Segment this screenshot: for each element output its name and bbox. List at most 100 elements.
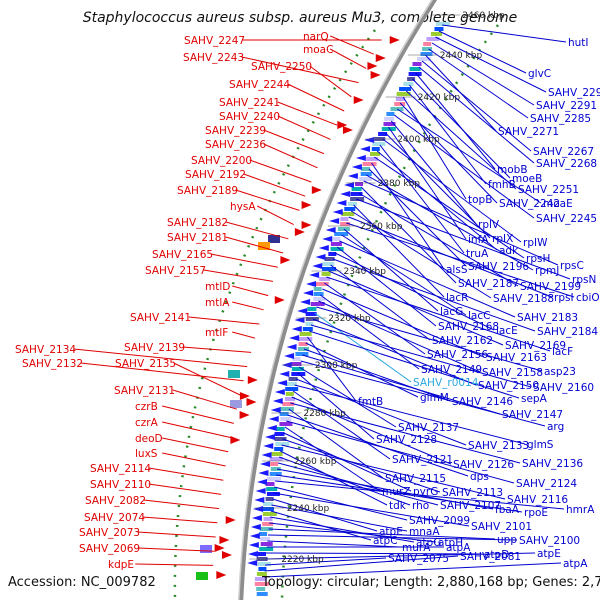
- right-gene-label: fbaA: [495, 504, 520, 516]
- left-connector-line: [263, 129, 325, 155]
- left-gene-label: SAHV_2182: [167, 217, 228, 229]
- left-connector-line: [148, 467, 224, 481]
- right-gene-label: SAHV_2188: [493, 293, 554, 305]
- right-connector-line: [294, 384, 526, 445]
- gene-block: [266, 487, 278, 491]
- right-gene-label: SAHV_2158: [482, 367, 543, 379]
- left-gene-label: kdpE: [108, 559, 134, 571]
- feature-patch: [196, 572, 208, 580]
- right-gene-label: atpG: [416, 537, 441, 549]
- gene-block: [422, 47, 432, 51]
- reverse-gene-arrow: [322, 236, 333, 242]
- right-gene-label: upp: [497, 534, 517, 546]
- gene-block: [275, 442, 290, 446]
- left-connector-line: [210, 253, 278, 268]
- right-connector-line: [265, 552, 536, 560]
- right-connector-line: [274, 486, 408, 521]
- right-connector-line: [268, 528, 496, 540]
- right-connector-line: [339, 240, 516, 318]
- right-gene-labels: hutIglvCSAHV_2295SAHV_2291SAHV_2285SAHV_…: [358, 37, 600, 570]
- gene-block: [341, 212, 355, 216]
- right-connector-line: [283, 432, 412, 492]
- reverse-gene-arrow: [355, 155, 366, 161]
- right-gene-label: SAHV_2100: [519, 535, 580, 547]
- reverse-gene-arrow: [297, 308, 308, 314]
- reverse-gene-arrow: [315, 254, 326, 260]
- left-gene-label: SAHV_2141: [130, 312, 191, 324]
- right-connector-line: [374, 156, 525, 259]
- genome-backbone: [238, 0, 438, 600]
- right-gene-label: SAHV_2163: [486, 352, 547, 364]
- right-gene-label: SAHV_2075: [388, 553, 449, 565]
- right-connector-line: [297, 372, 375, 440]
- right-connector-line: [341, 234, 467, 316]
- right-gene-label: rpIX: [492, 233, 513, 245]
- gene-feature-band: [247, 22, 450, 596]
- gene-block: [299, 332, 312, 336]
- forward-strand-features: [196, 36, 400, 580]
- right-gene-label: SAHV_2121: [392, 454, 453, 466]
- gene-block: [274, 447, 284, 451]
- left-connector-line: [137, 547, 215, 552]
- forward-gene-arrow: [230, 436, 241, 444]
- gene-block: [285, 382, 297, 386]
- topology-text: Topology: circular; Length: 2,880,168 bp…: [261, 575, 600, 590]
- right-connector-line: [346, 222, 575, 298]
- right-connectors: [264, 24, 575, 578]
- left-gene-label: mtlF: [205, 327, 228, 339]
- gene-block: [265, 497, 274, 501]
- gene-block: [256, 592, 268, 596]
- right-gene-label: SAHV_2133: [468, 440, 529, 452]
- right-connector-line: [368, 168, 467, 267]
- gene-block: [257, 562, 271, 566]
- reverse-gene-arrow: [266, 425, 277, 431]
- forward-gene-arrow: [225, 516, 236, 524]
- right-connector-line: [324, 282, 426, 355]
- gene-block: [267, 477, 282, 481]
- reverse-gene-arrow: [248, 551, 259, 557]
- gene-block: [298, 342, 308, 346]
- left-gene-label: SAHV_2241: [219, 97, 280, 109]
- left-gene-label: SAHV_2189: [177, 185, 238, 197]
- gene-block: [420, 52, 433, 56]
- forward-gene-arrow: [375, 54, 386, 62]
- gene-block: [344, 207, 356, 211]
- reverse-gene-arrow: [279, 371, 290, 377]
- left-connector-line: [182, 346, 252, 353]
- left-connectors: [73, 35, 382, 566]
- gene-block: [260, 537, 271, 541]
- gene-block: [390, 107, 404, 111]
- gene-block: [274, 437, 287, 441]
- left-gene-label: SAHV_2181: [167, 232, 228, 244]
- gene-block: [262, 522, 274, 526]
- tick-label: 2260 kbp: [294, 457, 337, 467]
- position-ticks: 2460 kbp 2440 kbp 2420 kbp 2400 kbp 2380 kbp…: [249, 11, 505, 565]
- forward-gene-arrow: [342, 126, 353, 134]
- reverse-gene-arrow: [291, 326, 302, 332]
- right-connector-line: [264, 555, 459, 572]
- right-gene-label: SAHV_2113: [442, 487, 503, 499]
- right-connector-line: [409, 84, 487, 185]
- gene-block: [355, 182, 363, 186]
- left-connector-line: [235, 189, 300, 211]
- right-gene-label: SAHV_2126: [453, 459, 514, 471]
- left-gene-label: SAHV_2134: [15, 344, 76, 356]
- left-connector-line: [225, 221, 289, 240]
- left-connector-line: [277, 115, 331, 140]
- gene-block: [322, 267, 336, 271]
- right-gene-label: SAHV_2285: [530, 113, 591, 125]
- right-gene-label: SAHV_2242: [499, 198, 560, 210]
- right-connector-line: [267, 534, 518, 541]
- left-gene-label: SAHV_2074: [84, 512, 145, 524]
- left-connector-line: [162, 421, 232, 439]
- forward-gene-arrow: [219, 536, 230, 544]
- forward-gene-arrow: [301, 201, 312, 209]
- right-gene-label: glmM: [420, 392, 449, 404]
- forward-gene-arrow: [216, 571, 227, 579]
- right-gene-label: cbiO: [576, 292, 600, 304]
- reverse-gene-arrow: [270, 407, 281, 413]
- gene-block: [322, 262, 335, 266]
- gene-block: [362, 162, 377, 166]
- gene-block: [270, 467, 281, 471]
- reverse-gene-arrow: [286, 344, 297, 350]
